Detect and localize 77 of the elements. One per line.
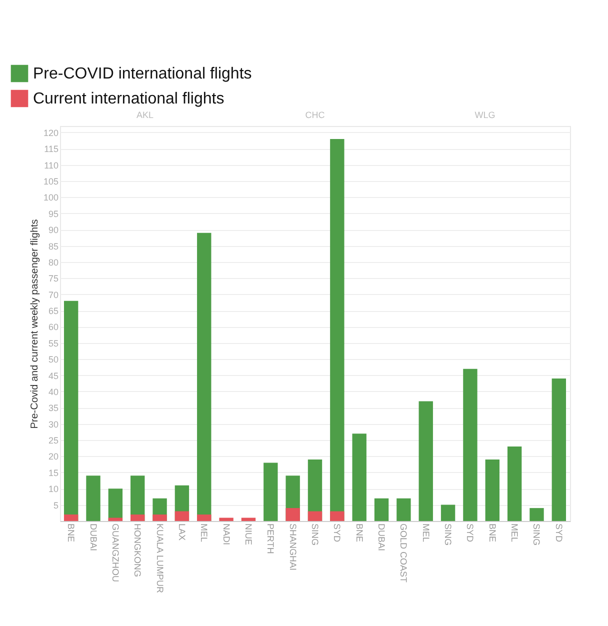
text: CHC xyxy=(305,110,326,120)
y-tick-label: 75 xyxy=(48,274,58,284)
bar xyxy=(286,508,300,521)
y-tick-label: 110 xyxy=(44,160,58,170)
y-tick-label: 5 xyxy=(53,500,58,510)
x-tick-label: GUANGZHOU xyxy=(110,524,120,582)
y-tick-label: 60 xyxy=(48,322,58,332)
x-tick-label: SYD xyxy=(332,524,342,543)
y-tick-label: 55 xyxy=(48,338,58,348)
bar xyxy=(440,504,456,521)
y-tick-label: 35 xyxy=(48,403,58,414)
y-tick-label: 95 xyxy=(48,208,58,219)
x-tick-label: BNE xyxy=(354,524,364,542)
bar xyxy=(396,498,411,521)
bar xyxy=(418,401,433,521)
y-tick-label: 85 xyxy=(48,241,58,252)
x-tick-label: SYD xyxy=(554,524,564,543)
legend-label: Current international flights xyxy=(33,90,224,108)
x-tick-label: NIUE xyxy=(243,524,254,546)
y-tick-label: 65 xyxy=(48,306,58,316)
x-tick-label: DUBAI xyxy=(88,524,98,552)
y-axis-title: Pre-Covid and current weekly passenger flights xyxy=(29,219,40,429)
bar xyxy=(530,508,544,521)
text: WLG xyxy=(474,110,496,120)
y-tick-label: 80 xyxy=(48,257,58,268)
x-tick-label: SING xyxy=(310,524,320,546)
y-tick-label: 40 xyxy=(48,386,58,397)
y-tick-label: 25 xyxy=(48,436,58,446)
bar xyxy=(330,511,344,521)
bar xyxy=(152,514,167,521)
bar xyxy=(241,518,256,521)
y-tick-label: 120 xyxy=(43,128,58,138)
bar xyxy=(197,514,212,521)
x-tick-label: PERTH xyxy=(266,524,276,554)
y-tick-label: 115 xyxy=(44,144,58,154)
x-tick-label: NADI xyxy=(221,524,232,546)
bar xyxy=(130,514,145,521)
bar xyxy=(86,476,100,521)
y-tick-label: 20 xyxy=(48,452,58,462)
bar xyxy=(552,378,566,521)
x-tick-label: HONGKONG xyxy=(132,524,143,578)
x-tick-label: MEL xyxy=(420,524,431,542)
text: AKL xyxy=(136,110,154,120)
y-tick-label: 105 xyxy=(43,176,58,187)
x-tick-label: BNE xyxy=(487,524,498,542)
x-tick-label: SING xyxy=(443,524,454,546)
y-tick-label: 70 xyxy=(48,290,58,300)
x-tick-label: KUALA LUMPUR xyxy=(154,524,165,594)
y-tick-label: 15 xyxy=(48,468,58,478)
x-tick-label: GOLD COAST xyxy=(398,524,409,584)
x-tick-label: SYD xyxy=(465,524,476,543)
bar xyxy=(485,459,500,521)
bar xyxy=(108,488,123,521)
y-tick-label: 10 xyxy=(48,484,58,494)
y-tick-label: 100 xyxy=(43,192,58,203)
bar xyxy=(108,518,123,521)
x-tick-label: MEL xyxy=(199,524,210,542)
x-tick-label: SHANGHAI xyxy=(288,524,298,571)
bar xyxy=(308,511,322,521)
bar xyxy=(507,446,522,521)
bar xyxy=(64,514,78,521)
y-tick-label: 90 xyxy=(48,225,58,236)
x-tick-label: DUBAI xyxy=(376,524,387,552)
bar xyxy=(219,518,234,521)
y-tick-label: 50 xyxy=(48,354,58,365)
bar xyxy=(463,368,478,521)
x-tick-label: SING xyxy=(532,524,542,546)
y-tick-label: 45 xyxy=(48,370,58,381)
x-tick-label: BNE xyxy=(66,524,76,542)
bar xyxy=(264,462,278,521)
legend-label: Pre-COVID international flights xyxy=(33,66,252,82)
bar xyxy=(174,511,190,521)
bar xyxy=(352,434,366,521)
bar xyxy=(374,498,389,521)
x-tick-label: LAX xyxy=(176,524,187,541)
y-tick-label: 30 xyxy=(48,419,58,430)
x-tick-label: MEL xyxy=(510,524,520,542)
